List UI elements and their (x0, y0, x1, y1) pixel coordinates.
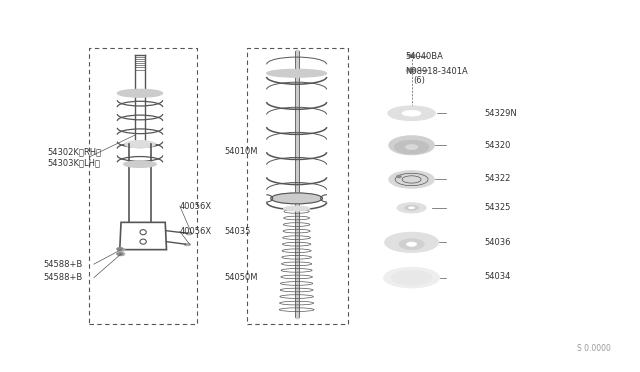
Ellipse shape (124, 161, 156, 167)
Text: (6): (6) (413, 76, 426, 85)
Ellipse shape (116, 247, 123, 250)
Ellipse shape (402, 110, 421, 116)
Ellipse shape (389, 136, 435, 155)
Text: 54588+B: 54588+B (44, 273, 83, 282)
Text: 54322: 54322 (484, 174, 511, 183)
Ellipse shape (408, 207, 415, 209)
Ellipse shape (117, 252, 125, 256)
Text: 54050M: 54050M (224, 273, 257, 282)
Text: 40056X: 40056X (180, 202, 212, 211)
Text: N08918-3401A: N08918-3401A (405, 67, 468, 76)
Text: 54588+B: 54588+B (44, 260, 83, 269)
Text: 54035: 54035 (224, 227, 250, 236)
Ellipse shape (116, 253, 123, 256)
Ellipse shape (391, 270, 432, 285)
Ellipse shape (117, 248, 125, 251)
Text: 40056X: 40056X (180, 227, 212, 236)
Text: N: N (410, 68, 413, 72)
Text: S 0.0000: S 0.0000 (577, 344, 611, 353)
Ellipse shape (404, 205, 419, 210)
Ellipse shape (267, 69, 326, 77)
Text: 54325: 54325 (484, 203, 511, 212)
Ellipse shape (125, 141, 155, 148)
Ellipse shape (394, 140, 429, 154)
Ellipse shape (399, 239, 424, 250)
Text: 54040BA: 54040BA (405, 52, 443, 61)
Ellipse shape (284, 206, 310, 211)
Ellipse shape (186, 232, 193, 235)
Ellipse shape (388, 106, 435, 121)
Ellipse shape (397, 203, 426, 213)
Text: 54329N: 54329N (484, 109, 517, 118)
Ellipse shape (384, 267, 440, 288)
Ellipse shape (271, 193, 323, 204)
Ellipse shape (396, 175, 401, 178)
Text: 54320: 54320 (484, 141, 511, 151)
Ellipse shape (117, 89, 163, 97)
Ellipse shape (385, 232, 438, 252)
Ellipse shape (406, 242, 417, 246)
Ellipse shape (389, 171, 435, 188)
Text: 54010M: 54010M (224, 147, 257, 156)
Ellipse shape (405, 145, 418, 150)
Text: 54302K〈RH〉: 54302K〈RH〉 (47, 147, 101, 156)
Ellipse shape (406, 68, 417, 73)
Ellipse shape (184, 243, 191, 246)
Text: 54036: 54036 (484, 238, 511, 247)
Text: 54303K〈LH〉: 54303K〈LH〉 (47, 158, 100, 167)
Ellipse shape (407, 54, 416, 58)
Text: 54034: 54034 (484, 272, 511, 281)
